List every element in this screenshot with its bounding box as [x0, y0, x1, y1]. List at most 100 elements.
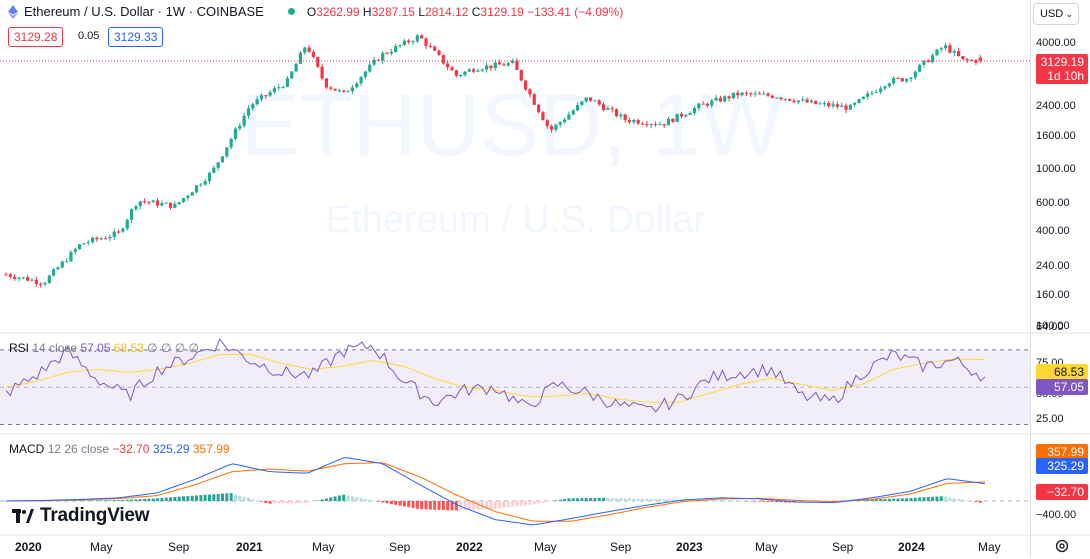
- market-status-icon[interactable]: [287, 8, 295, 15]
- macd-histogram-bar: [424, 501, 428, 510]
- candle-body: [277, 87, 281, 89]
- macd-histogram-bar: [485, 501, 489, 510]
- candle-body: [424, 38, 428, 46]
- macd-histogram-bar: [446, 501, 450, 511]
- price-tick: 1000.00: [1036, 163, 1076, 175]
- macd-histogram-bar: [654, 499, 657, 501]
- candle-body: [142, 201, 147, 203]
- candle-body: [853, 102, 857, 105]
- macd-histogram-bar: [402, 501, 406, 507]
- macd-histogram-bar: [225, 493, 229, 501]
- candle-body: [212, 167, 216, 173]
- candle-body: [705, 103, 710, 106]
- macd-histogram-bar: [177, 496, 181, 501]
- candle-body: [285, 78, 290, 87]
- bar-countdown-tag: 1d 10h: [1036, 68, 1088, 84]
- macd-histogram-bar: [502, 501, 506, 508]
- macd-histogram-bar: [307, 501, 311, 503]
- macd-histogram-bar: [918, 497, 922, 501]
- ethereum-icon: [8, 4, 18, 19]
- macd-histogram-bar: [259, 501, 263, 502]
- macd-histogram-bar: [251, 499, 255, 501]
- candle-body: [450, 67, 454, 71]
- macd-histogram-bar: [242, 496, 246, 501]
- candle-body: [420, 35, 424, 39]
- candle-body: [727, 96, 731, 99]
- candle-body: [103, 238, 108, 240]
- candle-body: [575, 104, 580, 111]
- macd-histogram-bar: [372, 500, 376, 502]
- candle-body: [593, 100, 597, 102]
- ohlc-legend: O3262.99 H3287.15 L2814.12 C3129.19 −133…: [306, 4, 624, 19]
- candle-body: [896, 77, 900, 79]
- macd-histogram-bar: [199, 495, 203, 501]
- currency-select[interactable]: USD ⌄: [1033, 3, 1079, 25]
- macd-histogram-bar: [216, 493, 220, 501]
- symbol-title[interactable]: Ethereum / U.S. Dollar · 1W · COINBASE: [24, 4, 264, 19]
- sell-price-box[interactable]: 3129.28: [8, 27, 64, 47]
- candle-body: [129, 209, 134, 220]
- time-tick: Sep: [610, 540, 632, 554]
- tradingview-logo[interactable]: TradingView: [12, 505, 150, 527]
- candle-body: [415, 35, 419, 42]
- macd-histogram-bar: [472, 501, 476, 510]
- buy-price-box[interactable]: 3129.33: [108, 27, 164, 47]
- macd-histogram-bar: [398, 501, 402, 506]
- candle-body: [844, 105, 848, 110]
- price-tick: 160.00: [1036, 289, 1070, 301]
- candle-body: [666, 118, 671, 126]
- candle-body: [511, 60, 515, 64]
- candle-body: [99, 238, 103, 240]
- rsi-params: 14 close: [32, 341, 78, 355]
- macd-histogram-bar: [883, 498, 887, 501]
- candle-body: [411, 41, 415, 43]
- candle-body: [948, 45, 952, 53]
- macd-histogram-bar: [381, 501, 385, 503]
- candle-body: [134, 206, 138, 210]
- candle-body: [121, 228, 125, 232]
- candle-body: [874, 91, 878, 93]
- macd-legend[interactable]: MACD 12 26 close −32.70 325.29 357.99: [9, 442, 230, 456]
- candle-body: [519, 70, 523, 81]
- macd-histogram-bar: [160, 497, 164, 501]
- macd-histogram-bar: [281, 501, 285, 504]
- macd-histogram-bar: [489, 501, 493, 510]
- price-axis[interactable]: 4000.00 2400.00 1600.00 1000.00 600.00 4…: [1032, 30, 1090, 335]
- macd-histogram-bar: [922, 497, 926, 501]
- settings-gear-icon[interactable]: [1054, 538, 1070, 554]
- macd-histogram-bar: [212, 494, 216, 501]
- macd-histogram-bar: [874, 499, 878, 501]
- candle-body: [86, 242, 90, 244]
- macd-histogram-bar: [311, 501, 315, 502]
- time-tick: 2022: [456, 540, 483, 554]
- candle-body: [757, 93, 762, 95]
- macd-histogram-bar: [978, 501, 982, 503]
- candle-body: [610, 108, 614, 110]
- macd-histogram-bar: [60, 500, 64, 502]
- macd-histogram-bar: [415, 501, 419, 509]
- candle-body: [194, 185, 199, 193]
- macd-histogram-bar: [112, 500, 116, 501]
- candle-body: [116, 231, 121, 233]
- time-tick: May: [90, 540, 113, 554]
- macd-histogram-bar: [69, 500, 73, 502]
- rsi-legend[interactable]: RSI 14 close 57.05 68.53 ∅ ∅ ∅ ∅: [9, 341, 199, 355]
- time-axis[interactable]: 2020 May Sep 2021 May Sep 2022 May Sep 2…: [0, 536, 1030, 558]
- price-tick: 64.00: [1036, 321, 1064, 333]
- macd-histogram-bar: [723, 500, 727, 501]
- candle-body: [645, 124, 649, 126]
- macd-histogram-bar: [649, 498, 653, 501]
- macd-histogram-bar: [164, 497, 168, 501]
- candle-body: [229, 138, 233, 148]
- candle-body: [394, 45, 398, 52]
- candle-body: [632, 120, 636, 123]
- macd-histogram-bar: [879, 499, 883, 501]
- candle-body: [606, 108, 610, 110]
- macd-histogram-bar: [342, 494, 346, 501]
- candle-body: [65, 261, 69, 263]
- candle-body: [60, 261, 64, 268]
- candle-body: [203, 181, 207, 185]
- candle-body: [138, 201, 142, 207]
- candle-body: [56, 267, 60, 270]
